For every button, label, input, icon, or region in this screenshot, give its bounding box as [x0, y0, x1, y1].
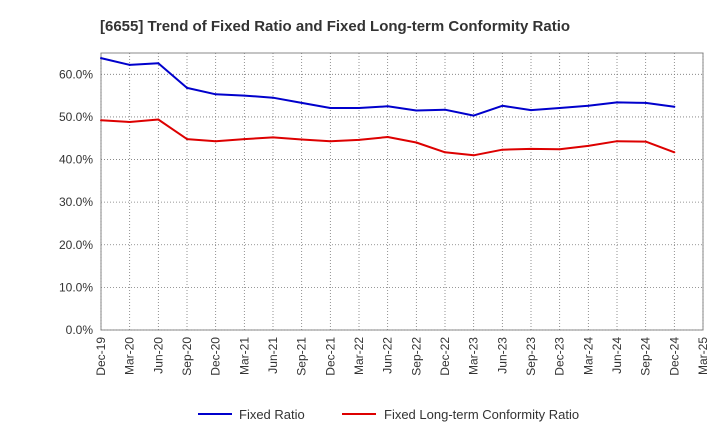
data-point [157, 62, 160, 65]
y-tick-label: 0.0% [66, 323, 94, 337]
data-point [444, 108, 446, 111]
x-tick-label: Sep-20 [180, 337, 194, 376]
data-point [329, 140, 332, 143]
data-point [644, 140, 647, 143]
data-point [157, 118, 160, 121]
data-point [501, 104, 504, 107]
x-tick-label: Jun-21 [266, 337, 280, 374]
data-point [214, 93, 217, 96]
data-point [415, 109, 418, 112]
y-tick-label: 40.0% [59, 153, 93, 167]
data-point [558, 148, 561, 151]
x-tick-label: Dec-21 [323, 337, 337, 376]
data-point [186, 86, 188, 89]
y-tick-label: 10.0% [59, 280, 93, 294]
x-tick-label: Dec-22 [438, 337, 452, 376]
y-tick-label: 50.0% [59, 110, 93, 124]
x-axis: Dec-19 Mar-20 Jun-20 Sep-20 Dec-20 Mar-21 Jun-… [94, 337, 710, 376]
data-point [501, 148, 504, 151]
data-point [358, 138, 360, 141]
x-tick-label: Dec-19 [94, 337, 108, 376]
x-tick-label: Dec-24 [667, 337, 681, 376]
chart-title: [6655] Trend of Fixed Ratio and Fixed Lo… [100, 18, 570, 35]
x-tick-label: Dec-23 [553, 337, 567, 376]
x-tick-label: Sep-24 [639, 337, 653, 376]
x-tick-label: Jun-20 [151, 337, 165, 374]
data-point [530, 147, 532, 150]
y-axis: 0.0% 10.0% 20.0% 30.0% 40.0% 50.0% 60.0% [59, 67, 93, 337]
data-point [644, 101, 647, 104]
plot-area [100, 57, 676, 157]
data-point [673, 151, 676, 154]
data-point [616, 140, 618, 143]
data-point [214, 140, 217, 143]
data-point [300, 138, 303, 141]
data-point [587, 104, 590, 107]
data-point [300, 101, 303, 104]
data-point [186, 138, 188, 141]
x-tick-label: Jun-23 [495, 337, 509, 374]
legend-label: Fixed Long-term Conformity Ratio [384, 407, 579, 422]
plot-border [100, 52, 704, 331]
data-point [616, 101, 618, 104]
x-tick-label: Mar-21 [237, 337, 251, 375]
data-point [100, 57, 102, 60]
x-tick-label: Mar-23 [467, 337, 481, 375]
x-tick-label: Dec-20 [209, 337, 223, 376]
data-point [472, 114, 475, 117]
legend-item-2: Fixed Long-term Conformity Ratio [342, 407, 579, 422]
x-tick-label: Jun-22 [381, 337, 395, 374]
data-point [386, 135, 389, 138]
data-point [272, 136, 274, 139]
x-tick-label: Sep-21 [295, 337, 309, 376]
x-tick-label: Sep-23 [524, 337, 538, 376]
data-point [100, 119, 102, 122]
x-tick-label: Jun-24 [610, 337, 624, 374]
legend-item-1: Fixed Ratio [198, 407, 305, 422]
grid [100, 52, 704, 331]
y-tick-label: 30.0% [59, 195, 93, 209]
data-point [558, 106, 561, 109]
data-point [128, 63, 131, 66]
y-tick-label: 60.0% [59, 67, 93, 81]
data-point [272, 96, 274, 99]
data-point [386, 105, 389, 108]
data-point [243, 138, 246, 141]
data-point [415, 141, 418, 144]
x-tick-label: Mar-20 [123, 337, 137, 375]
data-point [128, 121, 131, 124]
x-tick-label: Mar-22 [352, 337, 366, 375]
data-point [530, 109, 532, 112]
data-point [358, 106, 360, 109]
data-point [329, 106, 332, 109]
legend-label: Fixed Ratio [239, 407, 305, 422]
data-point [243, 94, 246, 97]
legend: Fixed Ratio Fixed Long-term Conformity Ra… [198, 407, 579, 422]
data-point [472, 154, 475, 157]
data-point [587, 144, 590, 147]
data-point [673, 105, 676, 108]
x-tick-label: Mar-25 [696, 337, 710, 375]
x-tick-label: Mar-24 [581, 337, 595, 375]
y-tick-label: 20.0% [59, 238, 93, 252]
data-point [444, 151, 446, 154]
x-tick-label: Sep-22 [409, 337, 423, 376]
